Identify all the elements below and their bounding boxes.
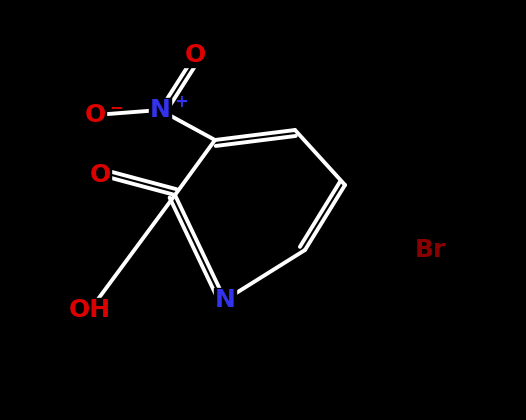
Text: O: O: [84, 103, 106, 127]
Text: N: N: [215, 288, 236, 312]
Bar: [184, 43, 206, 67]
Text: −: −: [109, 98, 123, 116]
Bar: [413, 238, 447, 262]
Text: O: O: [185, 43, 206, 67]
Bar: [214, 288, 236, 312]
Text: OH: OH: [69, 298, 111, 322]
Text: +: +: [174, 93, 188, 111]
Bar: [149, 98, 171, 122]
Bar: [72, 298, 108, 322]
Bar: [84, 103, 106, 127]
Text: O: O: [89, 163, 110, 187]
Bar: [89, 163, 111, 187]
Text: N: N: [149, 98, 170, 122]
Text: Br: Br: [414, 238, 446, 262]
